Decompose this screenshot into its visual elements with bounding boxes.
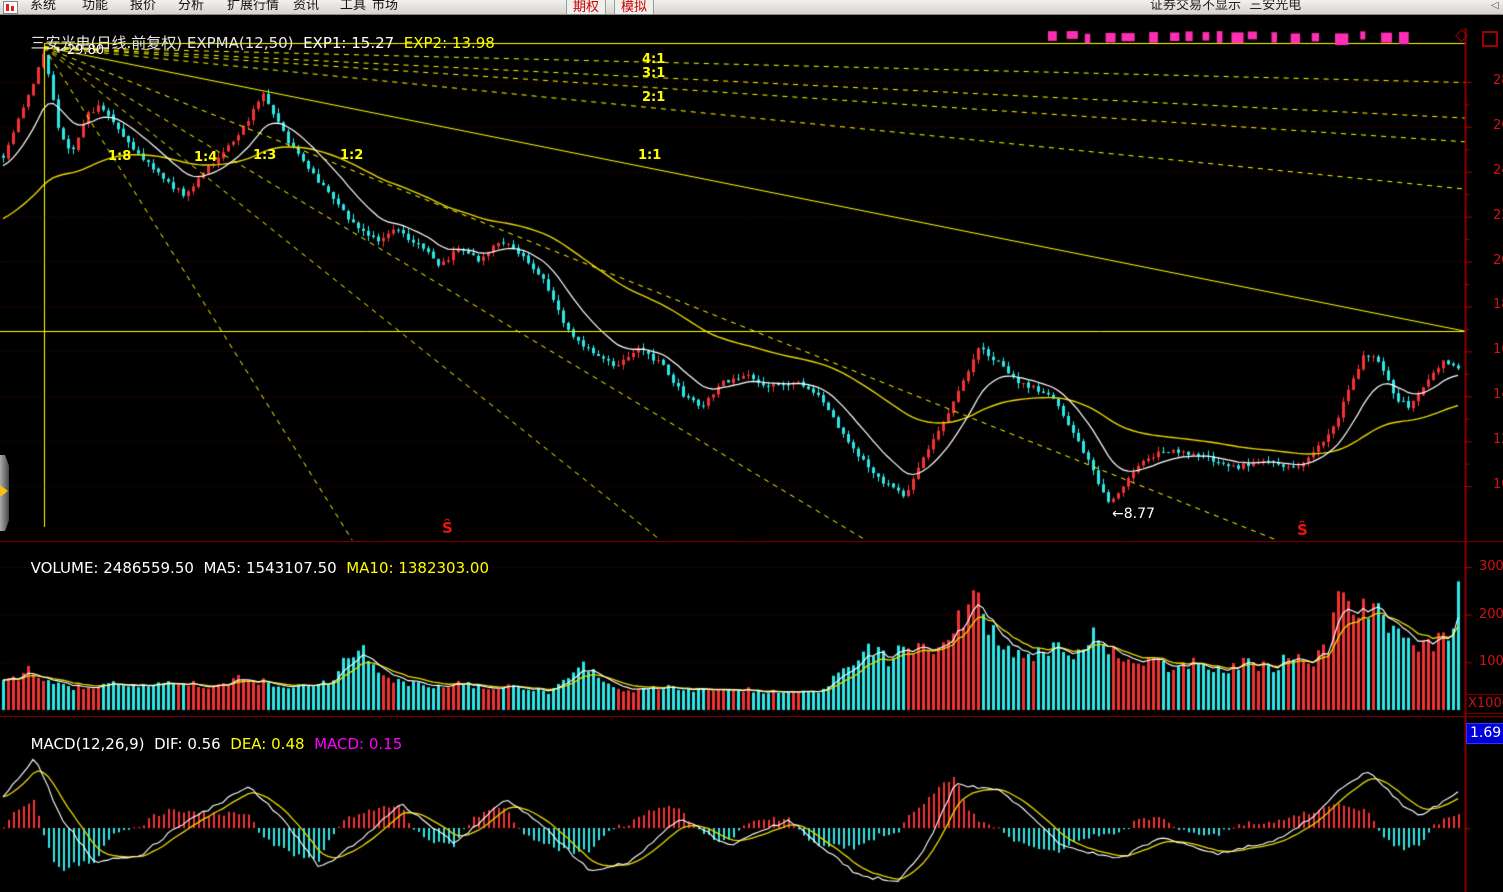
menu-item-1[interactable]: 功能 (82, 0, 109, 13)
collapse-arrow-icon[interactable]: ◁ (1491, 0, 1499, 11)
sidebar-expand-handle[interactable] (0, 455, 9, 531)
expand-arrow-icon (0, 485, 8, 497)
menubar-status-text: 证券交易不显示 三安光电 (1150, 0, 1302, 13)
menu-item-4[interactable]: 扩展行情 (227, 0, 280, 13)
menu-item-5[interactable]: 资讯 (293, 0, 320, 13)
menu-hot-item-1[interactable]: 模拟 (614, 0, 655, 14)
menu-item-7[interactable]: 市场 (372, 0, 399, 13)
menu-item-2[interactable]: 报价 (130, 0, 157, 13)
app-icon[interactable] (3, 1, 18, 14)
menu-item-3[interactable]: 分析 (178, 0, 205, 13)
menu-item-6[interactable]: 工具 (340, 0, 367, 13)
menu-bar: 证券交易不显示 三安光电 ◁ 系统 功能 报价 分析 扩展行情 资讯 工具 市场 期权 模拟 (0, 0, 1503, 15)
menu-item-0[interactable]: 系统 (30, 0, 57, 13)
menu-hot-item-0[interactable]: 期权 (566, 0, 607, 14)
